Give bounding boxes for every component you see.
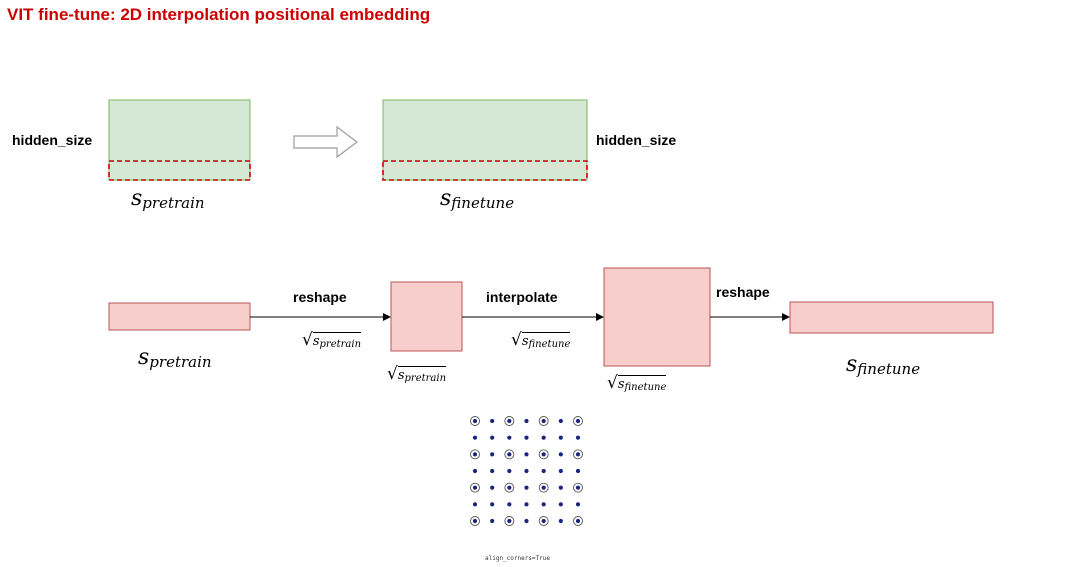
target-sample-dot	[472, 418, 478, 424]
source-sample-circle	[573, 516, 583, 526]
interpolate-label: interpolate	[486, 289, 558, 305]
source-sample-circle	[470, 516, 480, 526]
target-sample-dot	[490, 502, 495, 507]
hidden-size-label-left: hidden_size	[12, 132, 93, 148]
target-sample-dot	[472, 485, 478, 490]
seq-finetune-length-label: sfinetune	[846, 352, 921, 378]
target-sample-dot	[490, 518, 495, 524]
interpolation-grid	[470, 416, 583, 526]
target-sample-dot	[524, 435, 529, 440]
target-sample-dot	[575, 435, 581, 440]
pretrain-embedding-table	[108, 99, 251, 181]
source-sample-circle	[573, 449, 583, 460]
target-sample-dot	[541, 435, 546, 440]
target-sample-dot	[575, 485, 581, 490]
target-sample-dot	[541, 418, 546, 424]
finetune-cls-token-row	[382, 160, 588, 181]
target-sample-dot	[524, 518, 529, 524]
target-sample-dot	[541, 485, 546, 490]
target-sample-dot	[575, 418, 581, 424]
target-sample-dot	[541, 502, 546, 507]
target-sample-dot	[575, 468, 581, 474]
target-sample-dot	[524, 452, 529, 457]
hollow-arrow	[293, 125, 358, 159]
seq-pretrain-length-label: spretrain	[138, 345, 212, 371]
target-sample-dot	[472, 435, 478, 440]
source-sample-circle	[538, 416, 549, 426]
target-sample-dot	[575, 502, 581, 507]
grid-caption: align_corners=True	[485, 555, 551, 562]
target-sample-dot	[558, 502, 563, 507]
source-sample-circle	[470, 449, 480, 460]
target-sample-dot	[472, 502, 478, 507]
sqrt-pretrain-side-label: √spretrain	[302, 330, 362, 350]
source-sample-circle	[504, 449, 515, 460]
target-sample-dot	[524, 485, 529, 490]
target-sample-dot	[558, 435, 563, 440]
target-sample-dot	[472, 452, 478, 457]
source-sample-circle	[470, 416, 480, 426]
source-sample-circle	[538, 516, 549, 526]
target-sample-dot	[575, 452, 581, 457]
target-sample-dot	[541, 452, 546, 457]
source-sample-circle	[573, 416, 583, 426]
target-sample-dot	[558, 418, 563, 424]
hidden-size-label-right: hidden_size	[596, 132, 677, 148]
source-sample-circle	[504, 416, 515, 426]
finetune-sequence-block	[789, 301, 994, 334]
page-title: VIT fine-tune: 2D interpolation position…	[7, 5, 431, 24]
source-sample-circle	[504, 482, 515, 493]
target-sample-dot	[524, 468, 529, 474]
source-sample-circle	[538, 482, 549, 493]
target-sample-dot	[472, 518, 478, 524]
target-sample-dot	[507, 452, 512, 457]
reshape-label-2: reshape	[716, 284, 770, 300]
target-sample-dot	[507, 418, 512, 424]
target-sample-dot	[507, 435, 512, 440]
target-sample-dot	[575, 518, 581, 524]
sqrt-finetune-side-label: √sfinetune	[511, 330, 571, 350]
sqrt-finetune-bottom-label: √sfinetune	[607, 373, 667, 393]
target-sample-dot	[558, 452, 563, 457]
finetune-embedding-table	[382, 99, 588, 181]
target-sample-dot	[472, 468, 478, 474]
target-sample-dot	[541, 518, 546, 524]
source-sample-circle	[538, 449, 549, 460]
target-sample-dot	[524, 418, 529, 424]
target-sample-dot	[558, 485, 563, 490]
target-sample-dot	[490, 485, 495, 490]
target-sample-dot	[490, 418, 495, 424]
pretrain-length-label: spretrain	[131, 186, 205, 212]
target-sample-dot	[507, 518, 512, 524]
target-sample-dot	[507, 485, 512, 490]
source-sample-circle	[470, 482, 480, 493]
target-sample-dot	[507, 502, 512, 507]
target-sample-dot	[558, 468, 563, 474]
reshape-label-1: reshape	[293, 289, 347, 305]
target-sample-dot	[541, 468, 546, 474]
target-sample-dot	[524, 502, 529, 507]
target-sample-dot	[490, 435, 495, 440]
pretrain-grid-block	[390, 281, 463, 352]
sqrt-pretrain-bottom-label: √spretrain	[387, 364, 447, 384]
pretrain-sequence-block	[108, 302, 251, 331]
finetune-length-label: sfinetune	[440, 186, 515, 212]
target-sample-dot	[490, 468, 495, 474]
target-sample-dot	[490, 452, 495, 457]
finetune-grid-block	[603, 267, 711, 367]
source-sample-circle	[573, 482, 583, 493]
target-sample-dot	[507, 468, 512, 474]
source-sample-circle	[504, 516, 515, 526]
target-sample-dot	[558, 518, 563, 524]
